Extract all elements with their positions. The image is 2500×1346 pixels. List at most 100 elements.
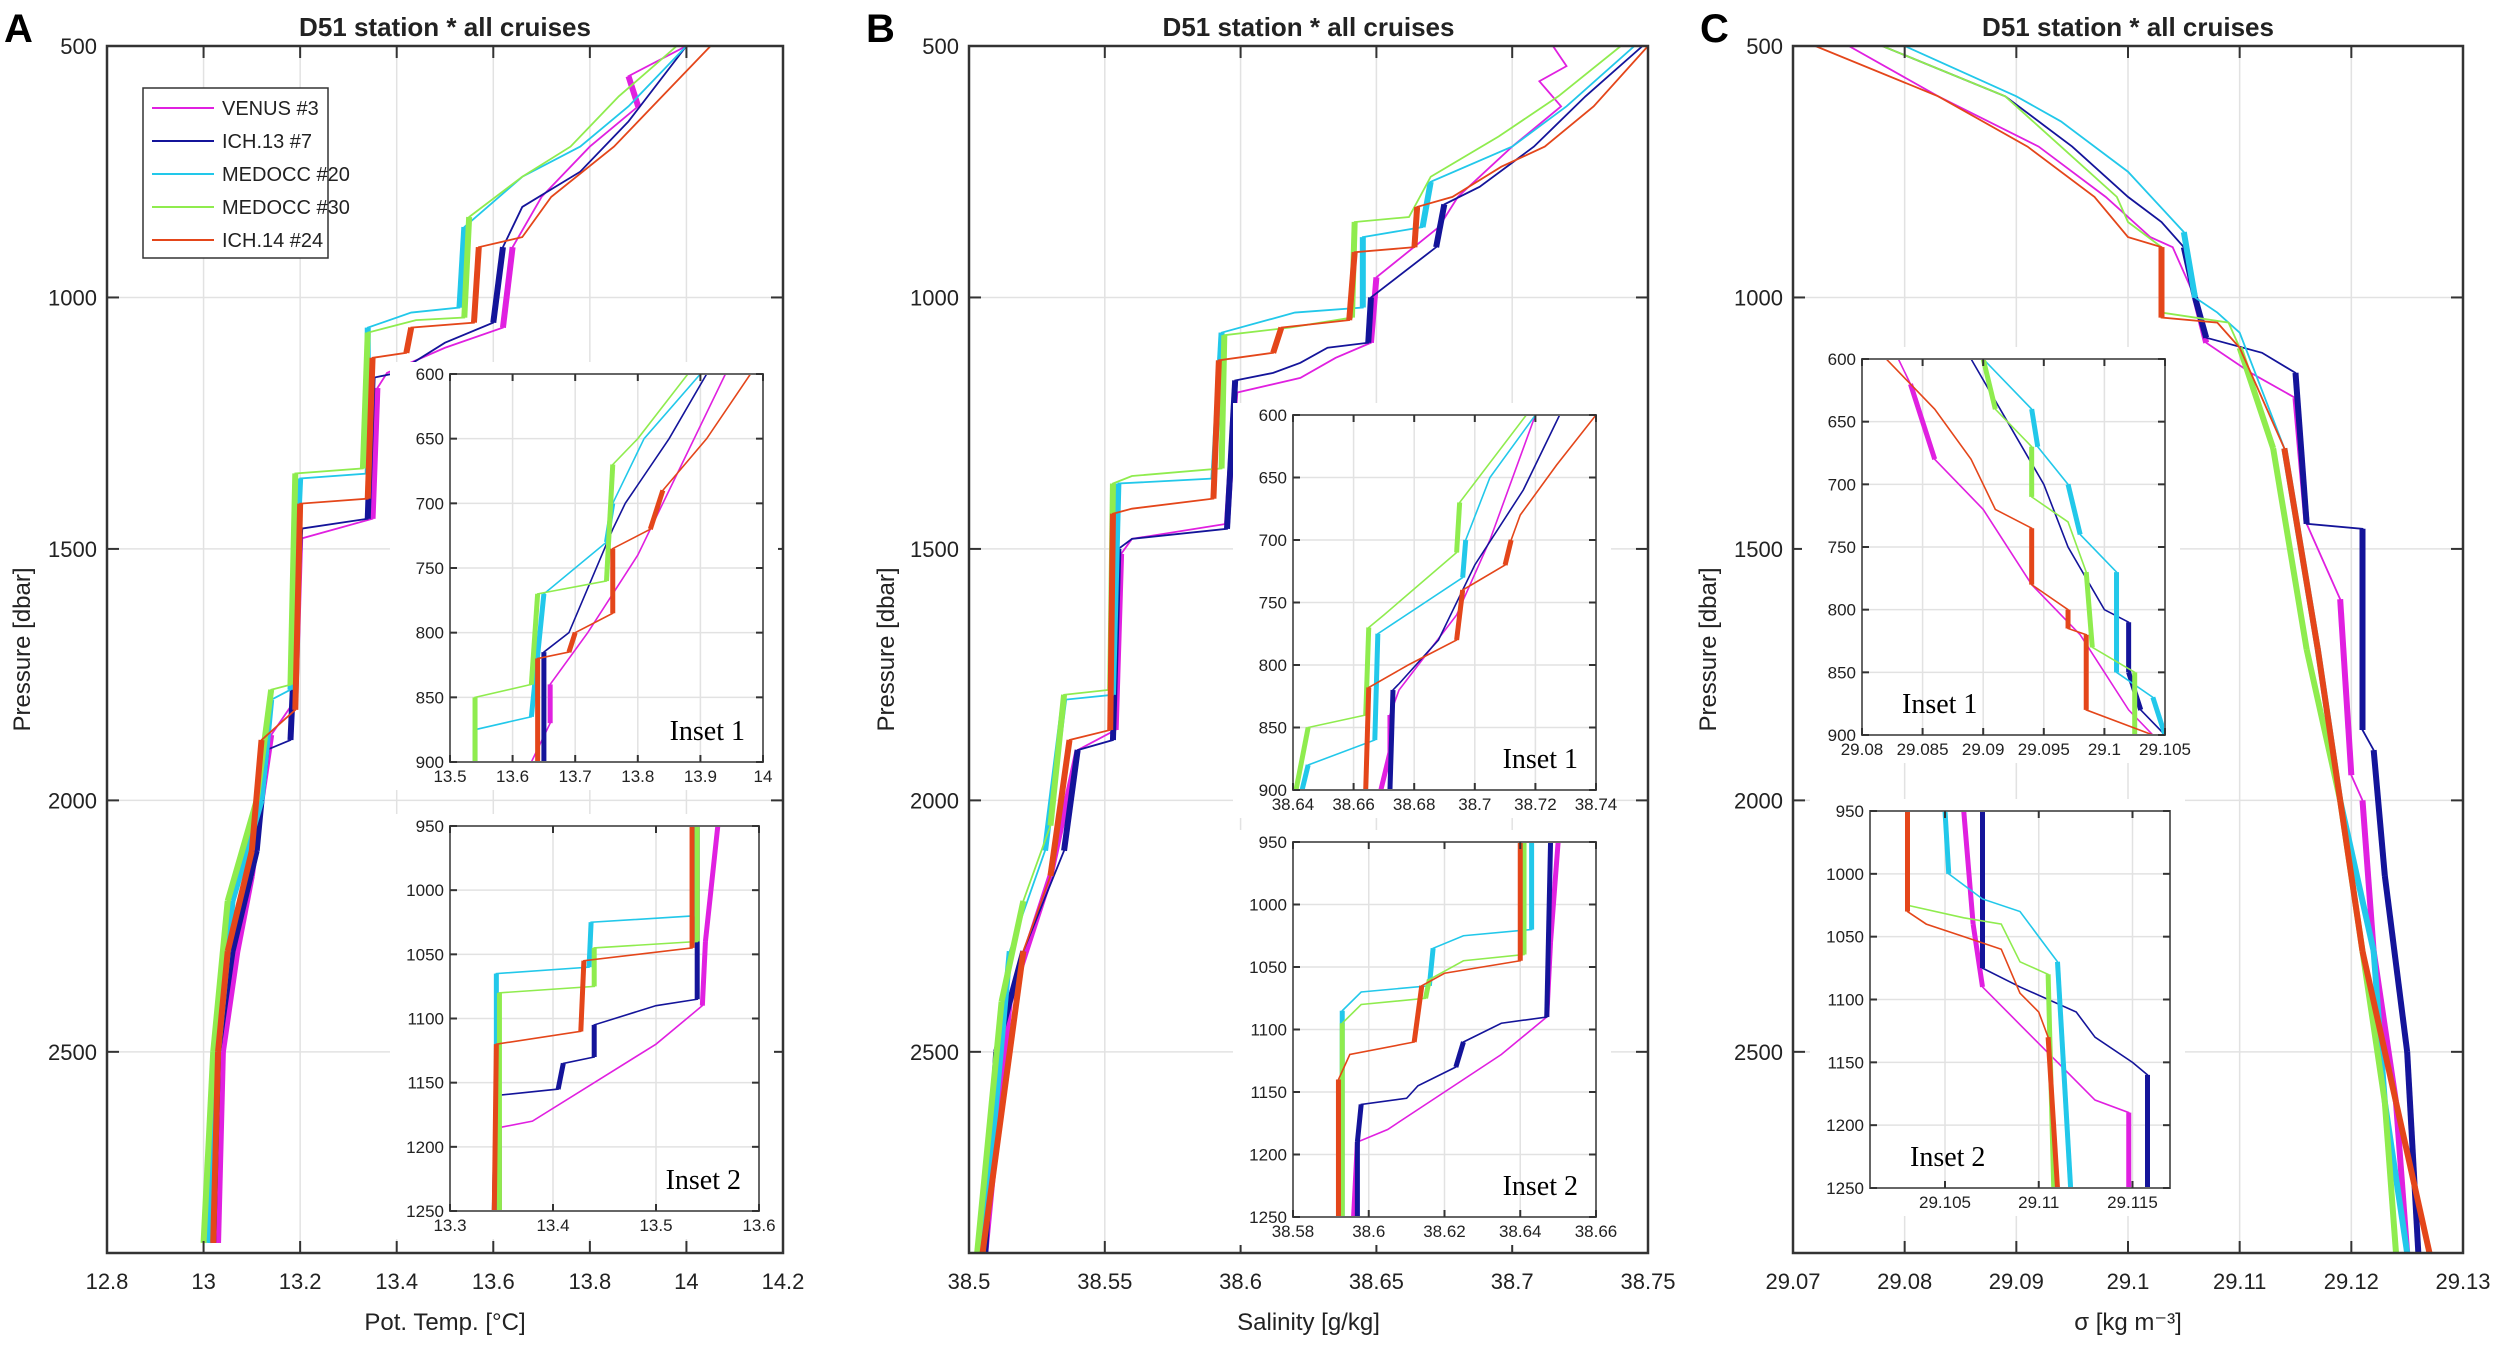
x-tick-label: 13 xyxy=(191,1269,215,1294)
x-axis-label: Salinity [g/kg] xyxy=(1237,1309,1380,1336)
y-tick-label: 900 xyxy=(1259,781,1287,800)
y-tick-label: 2000 xyxy=(1734,788,1783,813)
mixed-layer-segment xyxy=(1454,589,1466,641)
mixed-layer-segment xyxy=(210,900,231,1053)
x-tick-label: 29.105 xyxy=(2139,740,2191,759)
y-tick-label: 600 xyxy=(416,365,444,384)
mixed-layer-segment xyxy=(2029,408,2041,448)
x-tick-label: 29.07 xyxy=(1765,1269,1820,1294)
y-tick-label: 1100 xyxy=(407,1010,444,1029)
y-tick-label: 1500 xyxy=(910,537,959,562)
mixed-layer-segment xyxy=(200,1051,217,1244)
x-tick-label: 13.3 xyxy=(433,1216,466,1235)
panel-letter: C xyxy=(1700,7,1729,51)
series-group xyxy=(974,46,1648,1253)
x-axis-label: σ [kg m⁻³] xyxy=(2074,1309,2181,1336)
mixed-layer-segment xyxy=(210,1051,222,1244)
mixed-layer-segment xyxy=(1346,251,1358,321)
mixed-layer-segment xyxy=(1210,360,1222,499)
mixed-layer-segment xyxy=(1293,727,1311,790)
mixed-layer-segment xyxy=(470,246,482,323)
x-tick-label: 29.095 xyxy=(2018,740,2070,759)
y-tick-label: 2500 xyxy=(48,1040,97,1065)
x-tick-label: 29.105 xyxy=(1919,1193,1971,1212)
mixed-layer-segment xyxy=(1218,335,1228,469)
mixed-layer-segment xyxy=(1433,203,1448,248)
mixed-layer-segment xyxy=(215,1051,226,1244)
x-tick-label: 38.5 xyxy=(948,1269,991,1294)
legend-entry: MEDOCC #20 xyxy=(222,164,350,186)
y-tick-label: 850 xyxy=(1259,719,1287,738)
panel-title: D51 station * all cruises xyxy=(299,12,591,42)
y-tick-label: 1000 xyxy=(48,285,97,310)
inset-label: Inset 2 xyxy=(1503,1171,1578,1202)
y-tick-label: 850 xyxy=(416,688,444,707)
y-tick-label: 900 xyxy=(1828,726,1856,745)
x-tick-label: 38.75 xyxy=(1620,1269,1675,1294)
mixed-layer-segment xyxy=(1942,811,1952,874)
y-tick-label: 1000 xyxy=(406,881,444,900)
mixed-layer-segment xyxy=(2314,649,2344,801)
mixed-layer-segment xyxy=(461,216,473,318)
mixed-layer-segment xyxy=(2381,875,2411,1053)
x-tick-label: 29.13 xyxy=(2435,1269,2490,1294)
mixed-layer-segment xyxy=(490,246,506,323)
y-tick-label: 1500 xyxy=(48,537,97,562)
y-tick-label: 700 xyxy=(1259,531,1287,550)
y-tick-label: 2500 xyxy=(910,1040,959,1065)
y-tick-label: 1200 xyxy=(1826,1116,1864,1135)
mixed-layer-segment xyxy=(292,503,304,710)
mixed-layer-segment xyxy=(1107,513,1116,731)
panel-a: 12.8 13 13.2 13.4 13.6 13.8 14 14.2 500 1000 1500 2… xyxy=(4,7,804,1336)
y-tick-label: 950 xyxy=(416,817,444,836)
mixed-layer-segment xyxy=(2337,599,2355,776)
series-line-medocc-20 xyxy=(1301,415,1537,790)
mixed-layer-segment xyxy=(1502,539,1514,566)
panel-title: D51 station * all cruises xyxy=(1982,12,2274,42)
panel-c: 29.07 29.08 29.09 29.1 29.11 29.12 29.13 500 100… xyxy=(1695,7,2491,1336)
y-tick-label: 750 xyxy=(1259,594,1287,613)
x-tick-label: 29.08 xyxy=(1877,1269,1932,1294)
panel-b: 38.5 38.55 38.6 38.65 38.7 38.75 500 1000 1500 20… xyxy=(866,7,1676,1336)
panel-title: D51 station * all cruises xyxy=(1163,12,1455,42)
mixed-layer-segment xyxy=(491,1044,499,1211)
series-group xyxy=(1814,46,2433,1253)
y-axis-label: Pressure [dbar] xyxy=(873,567,900,731)
y-tick-label: 950 xyxy=(1259,833,1287,852)
x-tick-label: 38.68 xyxy=(1393,795,1436,814)
mixed-layer-segment xyxy=(2359,950,2399,1103)
mixed-layer-segment xyxy=(1908,383,1938,461)
x-tick-label: 38.58 xyxy=(1272,1222,1315,1241)
mixed-layer-segment xyxy=(2370,749,2388,877)
y-tick-label: 850 xyxy=(1828,663,1856,682)
y-tick-label: 800 xyxy=(416,624,444,643)
x-tick-label: 38.6 xyxy=(1219,1269,1262,1294)
legend-entry: ICH.14 #24 xyxy=(222,230,323,252)
y-tick-label: 1050 xyxy=(1826,928,1864,947)
mixed-layer-segment xyxy=(1544,842,1554,1018)
legend-entry: VENUS #3 xyxy=(222,98,319,120)
panel-letter: A xyxy=(4,7,33,51)
mixed-layer-segment xyxy=(456,226,468,308)
y-tick-label: 1050 xyxy=(1249,958,1287,977)
x-tick-label: 29.09 xyxy=(1989,1269,2044,1294)
axes-frame xyxy=(967,44,1650,1255)
mixed-layer-segment xyxy=(566,631,578,653)
y-tick-label: 1000 xyxy=(1249,896,1287,915)
mixed-layer-segment xyxy=(2083,571,2095,648)
mixed-layer-segment xyxy=(1460,539,1469,578)
x-tick-label: 29.11 xyxy=(2018,1193,2059,1212)
y-tick-label: 800 xyxy=(1828,601,1856,620)
mixed-layer-segment xyxy=(287,473,299,685)
inset-2: 13.3 13.4 13.5 13.6 950 1000 1050 1100 1150 1200 1… xyxy=(390,814,776,1239)
mixed-layer-segment xyxy=(1970,923,1985,988)
mixed-layer-segment xyxy=(1548,842,1561,943)
inset-label: Inset 1 xyxy=(670,716,745,747)
series-line-medocc-30 xyxy=(474,374,689,762)
x-tick-label: 13.8 xyxy=(568,1269,611,1294)
x-tick-label: 13.5 xyxy=(639,1216,672,1235)
y-tick-label: 950 xyxy=(1836,802,1864,821)
y-tick-label: 1000 xyxy=(1826,865,1864,884)
series-line-venus-3 xyxy=(984,46,1568,1253)
mixed-layer-segment xyxy=(369,387,381,519)
